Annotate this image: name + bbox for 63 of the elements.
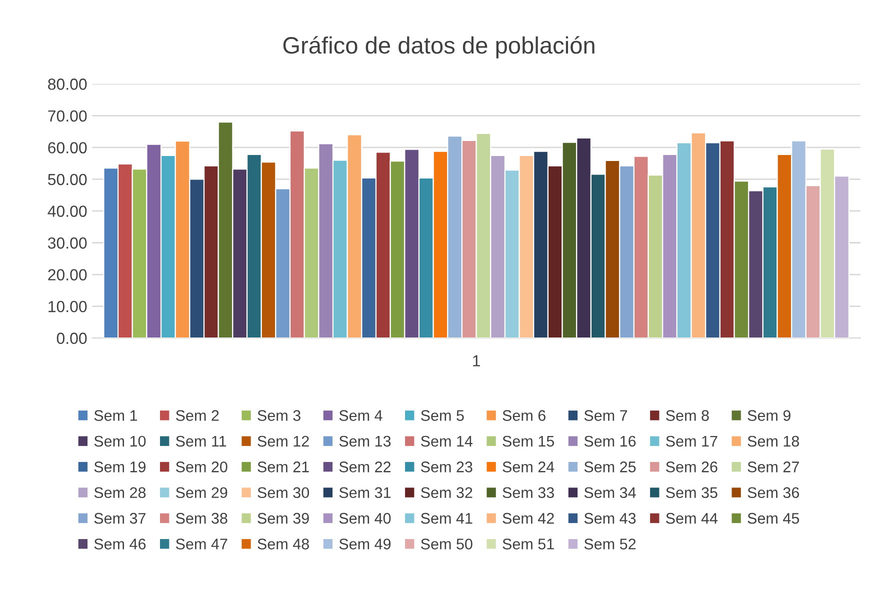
legend-label: Sem 29 <box>176 487 228 498</box>
legend-label: Sem 45 <box>748 512 800 524</box>
legend-label: Sem 18 <box>748 436 800 447</box>
legend-label: Sem 20 <box>176 462 228 472</box>
legend-label: Sem 36 <box>748 487 799 498</box>
y-tick-label: 20.00 <box>48 269 87 280</box>
legend-label: Sem 4 <box>339 410 382 421</box>
legend-label: Sem 16 <box>584 436 636 447</box>
legend-label: Sem 31 <box>339 487 391 498</box>
legend-label: Sem 28 <box>94 487 146 498</box>
legend-label: Sem 3 <box>258 410 300 421</box>
legend-label: Sem 10 <box>94 436 146 447</box>
legend-label: Sem 2 <box>176 410 219 421</box>
legend-label: Sem 6 <box>502 410 546 421</box>
legend-label: Sem 27 <box>748 462 799 472</box>
legend-label: Sem 13 <box>339 436 391 447</box>
legend-label: Sem 5 <box>421 410 464 421</box>
legend-label: Sem 39 <box>258 512 309 524</box>
legend-label: Sem 15 <box>502 436 554 447</box>
legend-label: Sem 48 <box>258 538 309 550</box>
legend-label: Sem 22 <box>339 462 391 472</box>
y-tick-label: 60.00 <box>48 142 87 154</box>
legend-label: Sem 30 <box>258 487 310 498</box>
legend-label: Sem 24 <box>502 462 554 472</box>
legend-label: Sem 52 <box>584 538 636 550</box>
x-tick-label: 1 <box>473 355 480 366</box>
legend-label: Sem 46 <box>94 538 146 550</box>
legend-label: Sem 47 <box>176 538 228 550</box>
y-tick-label: 70.00 <box>48 110 87 122</box>
legend-label: Sem 40 <box>339 512 391 524</box>
legend-label: Sem 9 <box>748 410 790 421</box>
legend-label: Sem 19 <box>94 462 146 472</box>
y-tick-label: 40.00 <box>48 206 87 217</box>
legend-label: Sem 51 <box>502 538 554 550</box>
legend-label: Sem 43 <box>584 512 636 524</box>
y-tick-label: 50.00 <box>48 174 87 186</box>
legend-label: Sem 50 <box>421 538 472 550</box>
legend-label: Sem 44 <box>666 512 718 524</box>
legend-label: Sem 41 <box>421 512 472 524</box>
legend-label: Sem 49 <box>339 538 391 550</box>
legend-label: Sem 17 <box>666 436 718 447</box>
legend-label: Sem 23 <box>421 462 472 472</box>
legend-label: Sem 14 <box>421 436 473 447</box>
legend-label: Sem 42 <box>502 512 554 524</box>
y-tick-label: 80.00 <box>48 78 87 90</box>
legend-label: Sem 12 <box>258 436 309 447</box>
legend-label: Sem 38 <box>176 512 228 524</box>
legend-label: Sem 26 <box>666 462 718 472</box>
y-tick-label: 30.00 <box>48 237 87 249</box>
legend-label: Sem 25 <box>584 462 636 472</box>
legend-label: Sem 11 <box>176 436 226 447</box>
legend-label: Sem 21 <box>258 462 309 472</box>
legend-label: Sem 37 <box>94 512 146 524</box>
y-tick-label: 10.00 <box>48 300 87 312</box>
legend-label: Sem 33 <box>502 487 554 498</box>
legend-label: Sem 35 <box>666 487 718 498</box>
legend-label: Sem 7 <box>584 410 628 421</box>
chart-title: Gráfico de datos de población <box>283 36 594 58</box>
legend-label: Sem 34 <box>584 487 636 498</box>
legend-label: Sem 1 <box>94 410 138 421</box>
legend-label: Sem 8 <box>666 410 709 421</box>
y-tick-label: 0.00 <box>56 332 87 344</box>
legend-label: Sem 32 <box>421 487 472 498</box>
